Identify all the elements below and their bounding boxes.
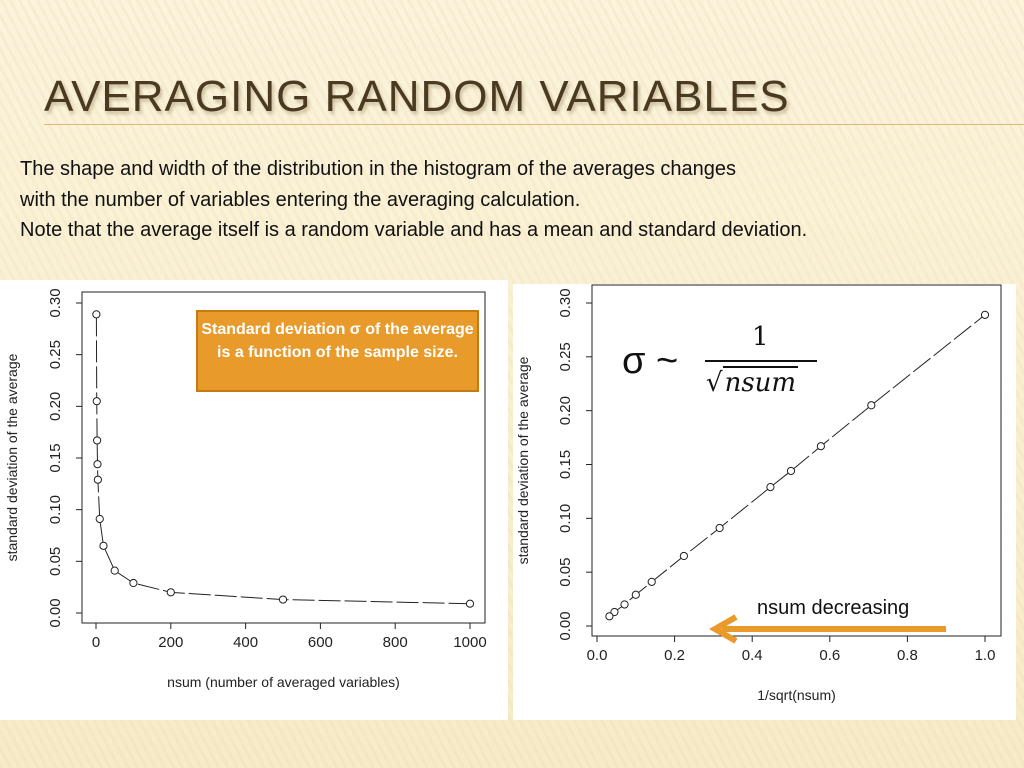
right-x-tick-label: 0.4 xyxy=(742,647,763,664)
right-scatter-chart: 0.0 0.2 0.4 0.6 0.8 1.0 0.00 0.05 0.10 0.15 0.20 0.… xyxy=(515,284,1002,703)
right-y-tick-label: 0.30 xyxy=(557,288,574,317)
left-y-tick-label: 0.30 xyxy=(47,288,64,317)
left-data-point xyxy=(166,588,175,597)
left-data-point xyxy=(92,310,101,319)
right-x-tick-label: 0.2 xyxy=(664,647,685,664)
right-data-point xyxy=(631,590,640,599)
right-data-point xyxy=(620,600,629,609)
right-x-tick-label: 0.0 xyxy=(587,647,608,664)
left-data-point xyxy=(129,578,138,588)
left-y-tick-label: 0.15 xyxy=(47,443,64,472)
left-data-point xyxy=(110,566,119,575)
left-y-axis-label: standard deviation of the average xyxy=(4,353,20,561)
left-data-point xyxy=(93,475,102,484)
left-x-tick-label: 600 xyxy=(308,634,333,651)
right-x-tick-label: 0.8 xyxy=(897,647,918,664)
left-x-tick-label: 200 xyxy=(158,634,183,651)
left-y-tick-label: 0.25 xyxy=(47,340,64,369)
right-data-point xyxy=(980,310,990,319)
right-data-point xyxy=(816,442,825,451)
left-data-point xyxy=(92,397,101,406)
right-data-point xyxy=(786,466,796,476)
right-y-tick-label: 0.20 xyxy=(557,396,574,425)
formula-denominator: √nsum xyxy=(706,366,799,398)
left-y-tick-label: 0.20 xyxy=(47,392,64,421)
left-data-point xyxy=(95,514,104,524)
right-y-axis-label: standard deviation of the average xyxy=(515,356,531,564)
right-x-tick-label: 0.6 xyxy=(819,647,840,664)
left-series-line xyxy=(95,314,471,605)
right-data-point xyxy=(715,523,724,533)
radicand: nsum xyxy=(722,366,799,398)
fraction-bar xyxy=(705,360,817,362)
left-y-tick-label: 0.00 xyxy=(47,598,64,627)
left-x-axis-label: nsum (number of averaged variables) xyxy=(167,674,400,690)
left-x-tick-label: 1000 xyxy=(453,634,486,651)
right-data-point xyxy=(867,401,876,410)
right-data-point xyxy=(647,577,656,586)
formula-lhs: σ ~ xyxy=(622,340,679,382)
right-y-tick-label: 0.15 xyxy=(557,450,574,479)
arrow-label: nsum decreasing xyxy=(757,597,910,619)
slide-title: AVERAGING RANDOM VARIABLES xyxy=(44,72,790,121)
left-data-point xyxy=(99,541,108,550)
left-x-tick-label: 800 xyxy=(383,634,408,651)
left-x-tick-label: 400 xyxy=(233,634,258,651)
left-y-tick-label: 0.05 xyxy=(47,547,64,576)
left-data-point xyxy=(93,460,102,469)
right-data-point xyxy=(679,551,689,561)
right-data-point xyxy=(766,483,775,492)
left-x-tick-label: 0 xyxy=(92,634,100,651)
sigma-formula: σ ~ 1 √nsum xyxy=(622,322,822,412)
right-y-tick-label: 0.10 xyxy=(557,504,574,533)
radical-sign: √ xyxy=(706,368,723,398)
body-line-3: Note that the average itself is a random… xyxy=(20,219,808,241)
left-y-tick-label: 0.10 xyxy=(47,495,64,524)
right-data-point xyxy=(605,612,614,621)
left-scatter-chart: 0 200 400 600 800 1000 0.00 0.05 0.10 0.15 0.20 0.2… xyxy=(4,288,487,690)
right-y-tick-label: 0.05 xyxy=(557,558,574,587)
right-x-axis-label: 1/sqrt(nsum) xyxy=(757,687,836,703)
body-line-1: The shape and width of the distribution … xyxy=(20,158,737,180)
title-underline xyxy=(44,124,1024,125)
formula-numerator: 1 xyxy=(752,322,769,352)
right-y-tick-label: 0.25 xyxy=(557,342,574,371)
callout-box: Standard deviation σ of the average is a… xyxy=(196,310,479,392)
right-x-tick-label: 1.0 xyxy=(975,647,996,664)
body-line-2: with the number of variables entering th… xyxy=(20,188,581,211)
right-y-tick-label: 0.00 xyxy=(557,611,574,640)
left-data-point xyxy=(465,599,475,608)
right-chart-panel: 0.0 0.2 0.4 0.6 0.8 1.0 0.00 0.05 0.10 0.15 0.20 0.… xyxy=(513,284,1016,720)
left-data-point xyxy=(278,595,288,604)
left-data-point xyxy=(93,436,102,445)
slide-body: The shape and width of the distribution … xyxy=(20,154,1024,246)
